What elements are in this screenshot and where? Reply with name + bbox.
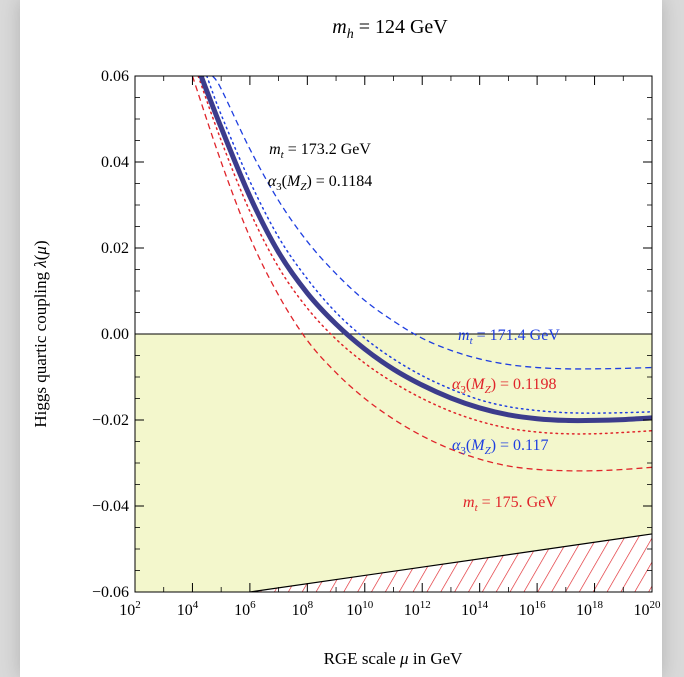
label-alpha-1198: α3(MZ) = 0.1198 — [452, 376, 556, 396]
curve-alpha-117 — [206, 76, 652, 414]
label-alpha-117: α3(MZ) = 0.117 — [452, 437, 548, 457]
y-axis-label: Higgs quartic coupling λ(μ) — [31, 240, 50, 427]
y-tick-label: −0.04 — [92, 498, 129, 515]
x-tick-label: 1018 — [576, 599, 604, 619]
instability-region — [135, 334, 652, 592]
curve-alpha-1198 — [197, 76, 652, 435]
label-mt-171: mt = 171.4 GeV — [458, 327, 560, 347]
y-tick-label: 0.06 — [101, 68, 129, 85]
metastability-boundary — [249, 533, 652, 592]
chart-title: mh = 124 GeV — [332, 16, 448, 42]
y-tick-label: −0.06 — [92, 584, 129, 601]
y-tick-label: 0.02 — [101, 240, 129, 257]
curve-mt-171 — [212, 76, 652, 370]
figure-card: mh = 124 GeV −0.06 −0.04 −0.02 0.00 0.02 0.04… — [20, 0, 662, 677]
x-axis-label: RGE scale μ in GeV — [324, 649, 464, 668]
x-tick-label: 1010 — [346, 599, 374, 619]
x-tick-label: 1012 — [404, 599, 431, 619]
y-tick-label: 0.00 — [101, 326, 129, 343]
curve-mt-175 — [191, 76, 652, 472]
chart-svg: mh = 124 GeV −0.06 −0.04 −0.02 0.00 0.02 0.04… — [31, 16, 662, 668]
annotation-mt: mt = 173.2 GeV — [269, 141, 371, 161]
x-tick-label: 1014 — [461, 599, 489, 619]
x-tick-label: 104 — [177, 599, 199, 619]
x-tick-label: 102 — [119, 599, 141, 619]
x-tick-label: 108 — [292, 599, 314, 619]
x-tick-label: 106 — [234, 599, 256, 619]
y-tick-label: 0.04 — [101, 154, 129, 171]
x-tick-label: 1016 — [519, 599, 547, 619]
annotation-alpha: α3(MZ) = 0.1184 — [268, 173, 372, 193]
label-mt-175: mt = 175. GeV — [463, 494, 557, 514]
x-tick-label: 1020 — [634, 599, 662, 619]
y-tick-label: −0.02 — [92, 412, 129, 429]
curve-mt-173 — [198, 76, 652, 424]
